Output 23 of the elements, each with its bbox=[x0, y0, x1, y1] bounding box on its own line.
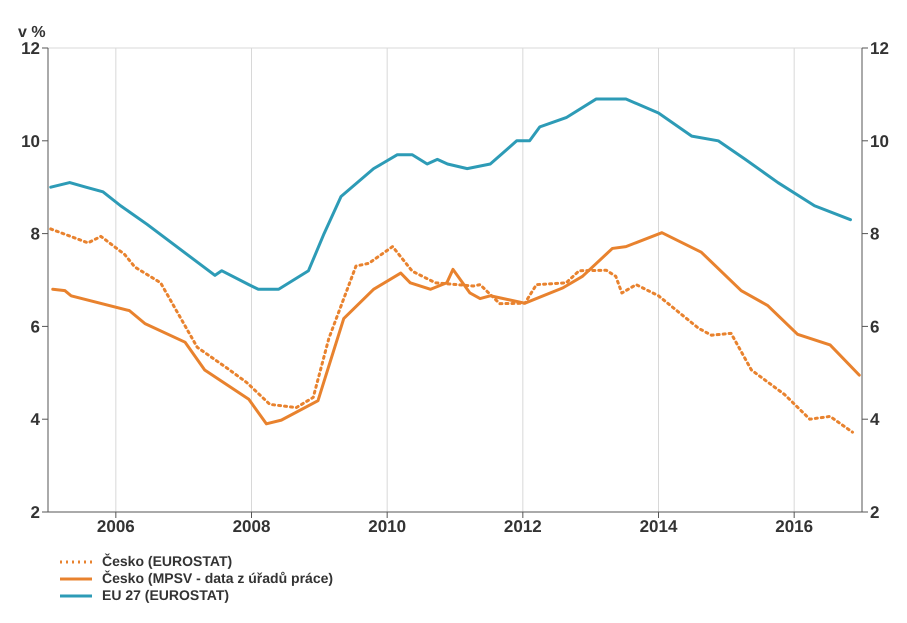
y-axis-title: v % bbox=[18, 24, 46, 42]
y2-tick-label: 12 bbox=[870, 39, 889, 58]
x-tick-label: 2014 bbox=[640, 517, 678, 536]
y-tick-label: 2 bbox=[30, 503, 40, 522]
legend-label: Česko (EUROSTAT) bbox=[102, 553, 232, 570]
y-tick-label: 4 bbox=[30, 410, 41, 430]
line-series bbox=[49, 98, 852, 291]
y2-tick-label: 10 bbox=[870, 132, 889, 151]
y2-tick-label: 6 bbox=[870, 317, 880, 336]
legend-label: Česko (MPSV - data z úřadů práce) bbox=[102, 570, 334, 587]
y-tick-label: 8 bbox=[30, 224, 40, 244]
x-tick-label: 2008 bbox=[232, 517, 270, 536]
x-tick-label: 2010 bbox=[368, 517, 406, 536]
legend-label: EU 27 (EUROSTAT) bbox=[102, 587, 230, 604]
y2-tick-label: 8 bbox=[870, 224, 880, 244]
x-tick-label: 2006 bbox=[96, 517, 135, 536]
y-tick-label: 12 bbox=[21, 39, 40, 58]
y-tick-label: 6 bbox=[30, 317, 40, 336]
y2-tick-label: 2 bbox=[870, 503, 880, 522]
y-tick-label: 10 bbox=[21, 132, 40, 151]
x-tick-label: 2016 bbox=[775, 517, 814, 536]
x-tick-label: 2012 bbox=[504, 517, 542, 536]
y2-tick-label: 4 bbox=[870, 410, 880, 430]
